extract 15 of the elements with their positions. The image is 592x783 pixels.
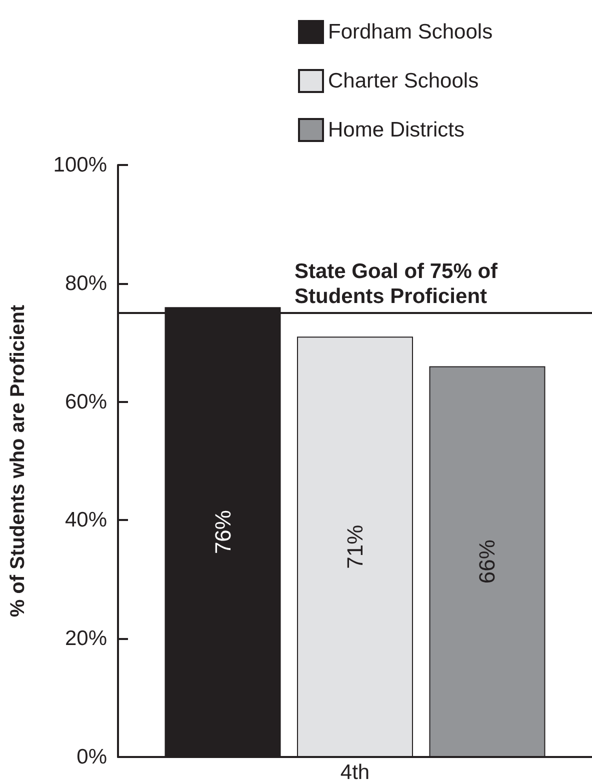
legend-label: Charter Schools: [328, 70, 479, 92]
data-label: 71%: [342, 524, 368, 569]
data-label: 66%: [474, 540, 500, 584]
legend-label: Fordham Schools: [328, 20, 493, 44]
y-tick-label: 100%: [53, 154, 107, 176]
x-tick-label: 4th: [340, 761, 370, 783]
y-axis-title: % of Students who are Proficient: [7, 304, 29, 618]
y-tick-label: 0%: [76, 746, 107, 768]
data-label: 76%: [210, 510, 236, 554]
y-tick-label: 40%: [64, 508, 107, 532]
y-tick-label: 80%: [64, 272, 107, 295]
y-tick-label: 20%: [64, 627, 107, 650]
legend-label: Home Districts: [328, 118, 465, 142]
y-tick-label: 60%: [64, 390, 107, 414]
ref-line-label: State Goal of 75% of Students Proficient: [294, 260, 504, 308]
